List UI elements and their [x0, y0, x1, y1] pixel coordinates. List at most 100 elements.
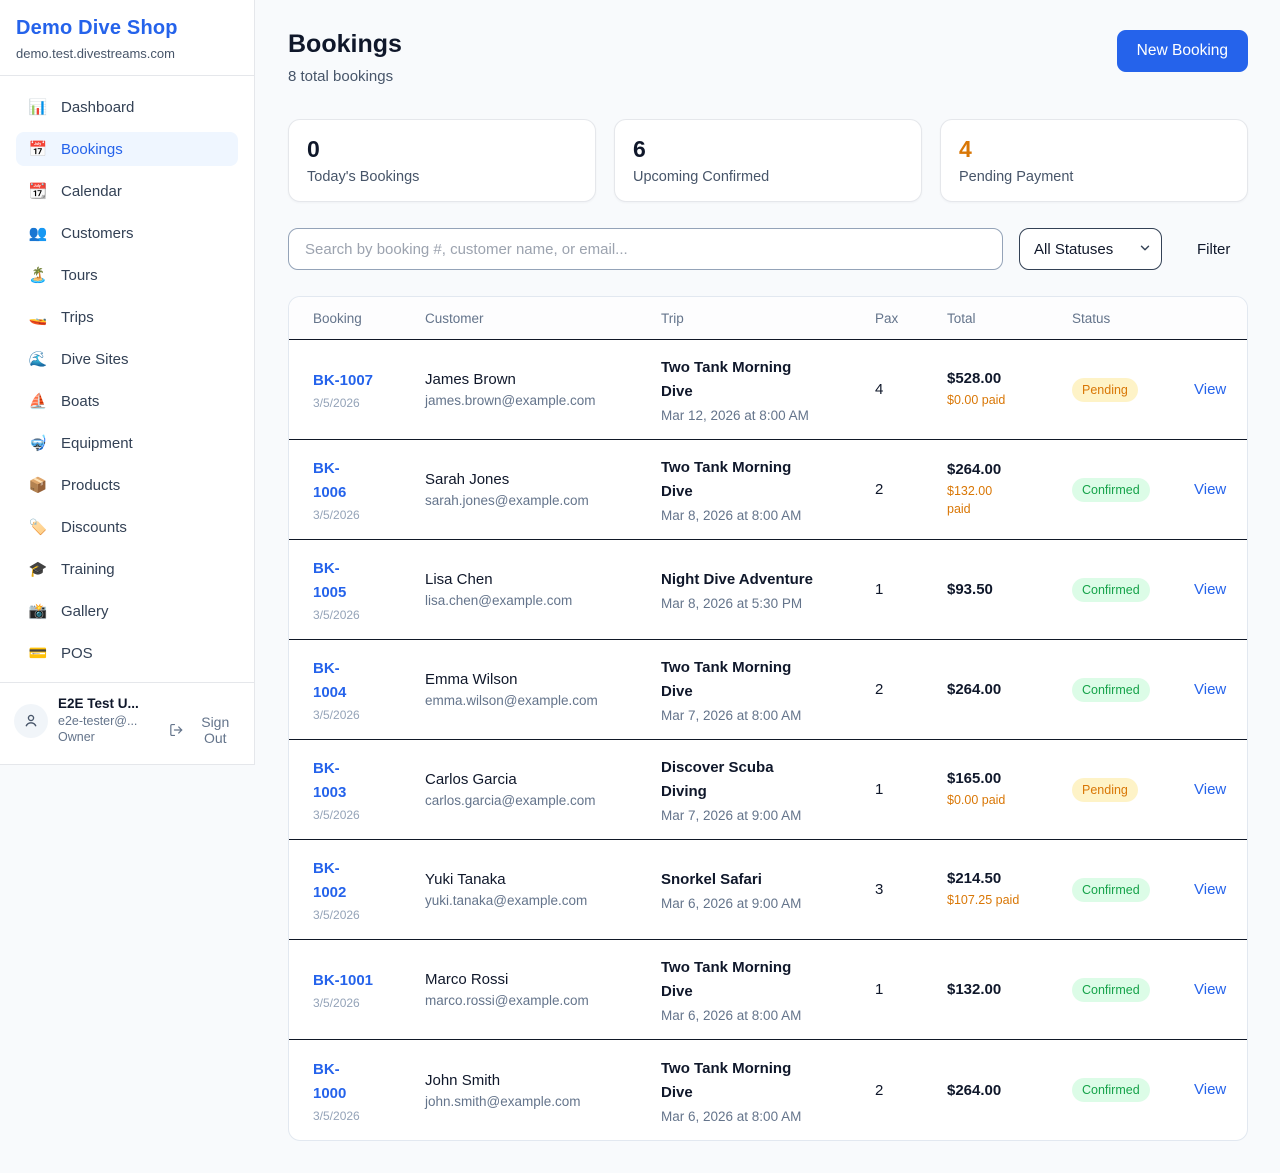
- sidebar-item-label: Customers: [61, 224, 134, 242]
- trip-cell: Two Tank Morning Dive Mar 6, 2026 at 8:00…: [661, 1057, 875, 1124]
- sidebar-item-label: Tours: [61, 266, 98, 284]
- table-row: BK- 1004 3/5/2026 Emma Wilson emma.wilson@e…: [289, 640, 1247, 740]
- trip-name: Discover Scuba Diving: [661, 759, 774, 800]
- booking-id-link[interactable]: BK- 1003: [313, 760, 347, 801]
- sidebar-item-training[interactable]: 🎓 Training: [16, 552, 238, 586]
- trip-datetime: Mar 7, 2026 at 9:00 AM: [661, 808, 802, 823]
- trip-datetime: Mar 6, 2026 at 9:00 AM: [661, 896, 802, 911]
- sidebar-item-label: Gallery: [61, 602, 109, 620]
- customer-email: lisa.chen@example.com: [425, 593, 573, 608]
- sidebar-item-equipment[interactable]: 🤿 Equipment: [16, 426, 238, 460]
- booking-date: 3/5/2026: [313, 808, 360, 822]
- sidebar-item-label: Calendar: [61, 182, 122, 200]
- booking-cell: BK- 1000 3/5/2026: [313, 1058, 425, 1123]
- stat-label: Pending Payment: [959, 169, 1074, 185]
- sidebar-item-dashboard[interactable]: 📊 Dashboard: [16, 90, 238, 124]
- trip-datetime: Mar 8, 2026 at 5:30 PM: [661, 596, 803, 611]
- status-cell: Confirmed: [1072, 977, 1194, 1002]
- booking-cell: BK- 1005 3/5/2026: [313, 557, 425, 622]
- table-row: BK- 1005 3/5/2026 Lisa Chen lisa.chen@examp…: [289, 540, 1247, 640]
- sidebar-item-gallery[interactable]: 📸 Gallery: [16, 594, 238, 628]
- status-cell: Confirmed: [1072, 477, 1194, 502]
- sign-out-label: Sign Out: [201, 714, 230, 746]
- status-badge: Confirmed: [1072, 577, 1150, 602]
- total-cell: $528.00 $0.00 paid: [947, 370, 1072, 409]
- stat-label: Today's Bookings: [307, 169, 420, 185]
- user-role: Owner: [58, 730, 95, 744]
- sidebar-item-dive-sites[interactable]: 🌊 Dive Sites: [16, 342, 238, 376]
- sidebar-item-customers[interactable]: 👥 Customers: [16, 216, 238, 250]
- sidebar-item-calendar[interactable]: 📆 Calendar: [16, 174, 238, 208]
- pax-cell: 1: [875, 981, 884, 998]
- paid-amount: $0.00 paid: [947, 392, 1006, 407]
- sidebar-item-products[interactable]: 📦 Products: [16, 468, 238, 502]
- sidebar-item-bookings[interactable]: 📅 Bookings: [16, 132, 238, 166]
- table-row: BK-1001 3/5/2026 Marco Rossi marco.rossi@ex…: [289, 940, 1247, 1040]
- booking-id-link[interactable]: BK- 1002: [313, 860, 347, 901]
- sidebar-item-label: Trips: [61, 308, 94, 326]
- booking-id-link[interactable]: BK-1007: [313, 372, 374, 389]
- column-header-trip: Trip: [661, 310, 684, 326]
- sidebar-item-boats[interactable]: ⛵ Boats: [16, 384, 238, 418]
- paid-amount: $107.25 paid: [947, 892, 1020, 907]
- filter-bar: All Statuses Filter: [288, 228, 1248, 270]
- booking-date: 3/5/2026: [313, 1108, 360, 1123]
- customer-cell: Yuki Tanaka yuki.tanaka@example.com: [425, 871, 661, 908]
- paid-amount: $0.00 paid: [947, 792, 1006, 807]
- view-link[interactable]: View: [1194, 380, 1227, 398]
- wave-icon: 🌊: [28, 351, 48, 368]
- status-badge: Pending: [1072, 377, 1138, 402]
- table-body: BK-1007 3/5/2026 James Brown james.brown@ex…: [289, 340, 1247, 1140]
- customer-name: Yuki Tanaka: [425, 871, 506, 888]
- view-link[interactable]: View: [1194, 680, 1227, 698]
- customer-cell: Carlos Garcia carlos.garcia@example.com: [425, 771, 661, 808]
- total-amount: $264.00: [947, 681, 1002, 698]
- status-select[interactable]: All Statuses: [1019, 228, 1162, 270]
- filter-button[interactable]: Filter: [1197, 240, 1231, 258]
- customer-cell: James Brown james.brown@example.com: [425, 371, 661, 408]
- camera-flash-icon: 📸: [28, 603, 48, 620]
- total-amount: $93.50: [947, 581, 993, 598]
- customer-name: Marco Rossi: [425, 971, 509, 988]
- sign-out-button[interactable]: Sign Out: [169, 714, 240, 746]
- speedboat-icon: 🚤: [28, 309, 48, 326]
- sidebar-item-pos[interactable]: 💳 POS: [16, 636, 238, 670]
- booking-id-link[interactable]: BK- 1004: [313, 660, 347, 701]
- new-booking-button[interactable]: New Booking: [1116, 30, 1248, 72]
- view-cell: View: [1194, 881, 1226, 899]
- view-link[interactable]: View: [1194, 880, 1227, 898]
- booking-id-link[interactable]: BK- 1006: [313, 460, 347, 501]
- view-link[interactable]: View: [1194, 980, 1227, 998]
- customer-email: sarah.jones@example.com: [425, 493, 589, 508]
- sidebar-item-tours[interactable]: 🏝️ Tours: [16, 258, 238, 292]
- trip-datetime: Mar 7, 2026 at 8:00 AM: [661, 708, 802, 723]
- shop-name: Demo Dive Shop: [16, 17, 178, 39]
- search-input[interactable]: [288, 228, 1003, 270]
- table-row: BK- 1003 3/5/2026 Carlos Garcia carlos.garc…: [289, 740, 1247, 840]
- pax-cell: 1: [875, 781, 884, 798]
- sidebar-item-trips[interactable]: 🚤 Trips: [16, 300, 238, 334]
- customer-email: marco.rossi@example.com: [425, 993, 589, 1008]
- booking-cell: BK- 1006 3/5/2026: [313, 457, 425, 522]
- view-link[interactable]: View: [1194, 780, 1227, 798]
- sidebar-item-discounts[interactable]: 🏷️ Discounts: [16, 510, 238, 544]
- table-header-row: Booking Customer Trip Pax Total Status: [289, 297, 1247, 340]
- sidebar-item-label: Bookings: [61, 140, 123, 158]
- bookings-table: Booking Customer Trip Pax Total Status BK-100…: [288, 296, 1248, 1141]
- column-header-status: Status: [1072, 310, 1111, 326]
- customer-name: James Brown: [425, 371, 516, 388]
- booking-cell: BK- 1002 3/5/2026: [313, 857, 425, 922]
- booking-id-link[interactable]: BK- 1005: [313, 560, 347, 601]
- booking-date: 3/5/2026: [313, 608, 360, 622]
- view-link[interactable]: View: [1194, 580, 1227, 598]
- view-link[interactable]: View: [1194, 1081, 1227, 1098]
- pax-cell: 2: [875, 681, 884, 698]
- sidebar-item-label: Boats: [61, 392, 100, 410]
- view-link[interactable]: View: [1194, 480, 1227, 498]
- booking-id-link[interactable]: BK- 1000: [313, 1060, 347, 1102]
- booking-date: 3/5/2026: [313, 508, 360, 522]
- booking-id-link[interactable]: BK-1001: [313, 972, 374, 989]
- total-cell: $264.00: [947, 1082, 1072, 1099]
- column-header-pax: Pax: [875, 310, 899, 326]
- table-row: BK- 1002 3/5/2026 Yuki Tanaka yuki.tanaka@e…: [289, 840, 1247, 940]
